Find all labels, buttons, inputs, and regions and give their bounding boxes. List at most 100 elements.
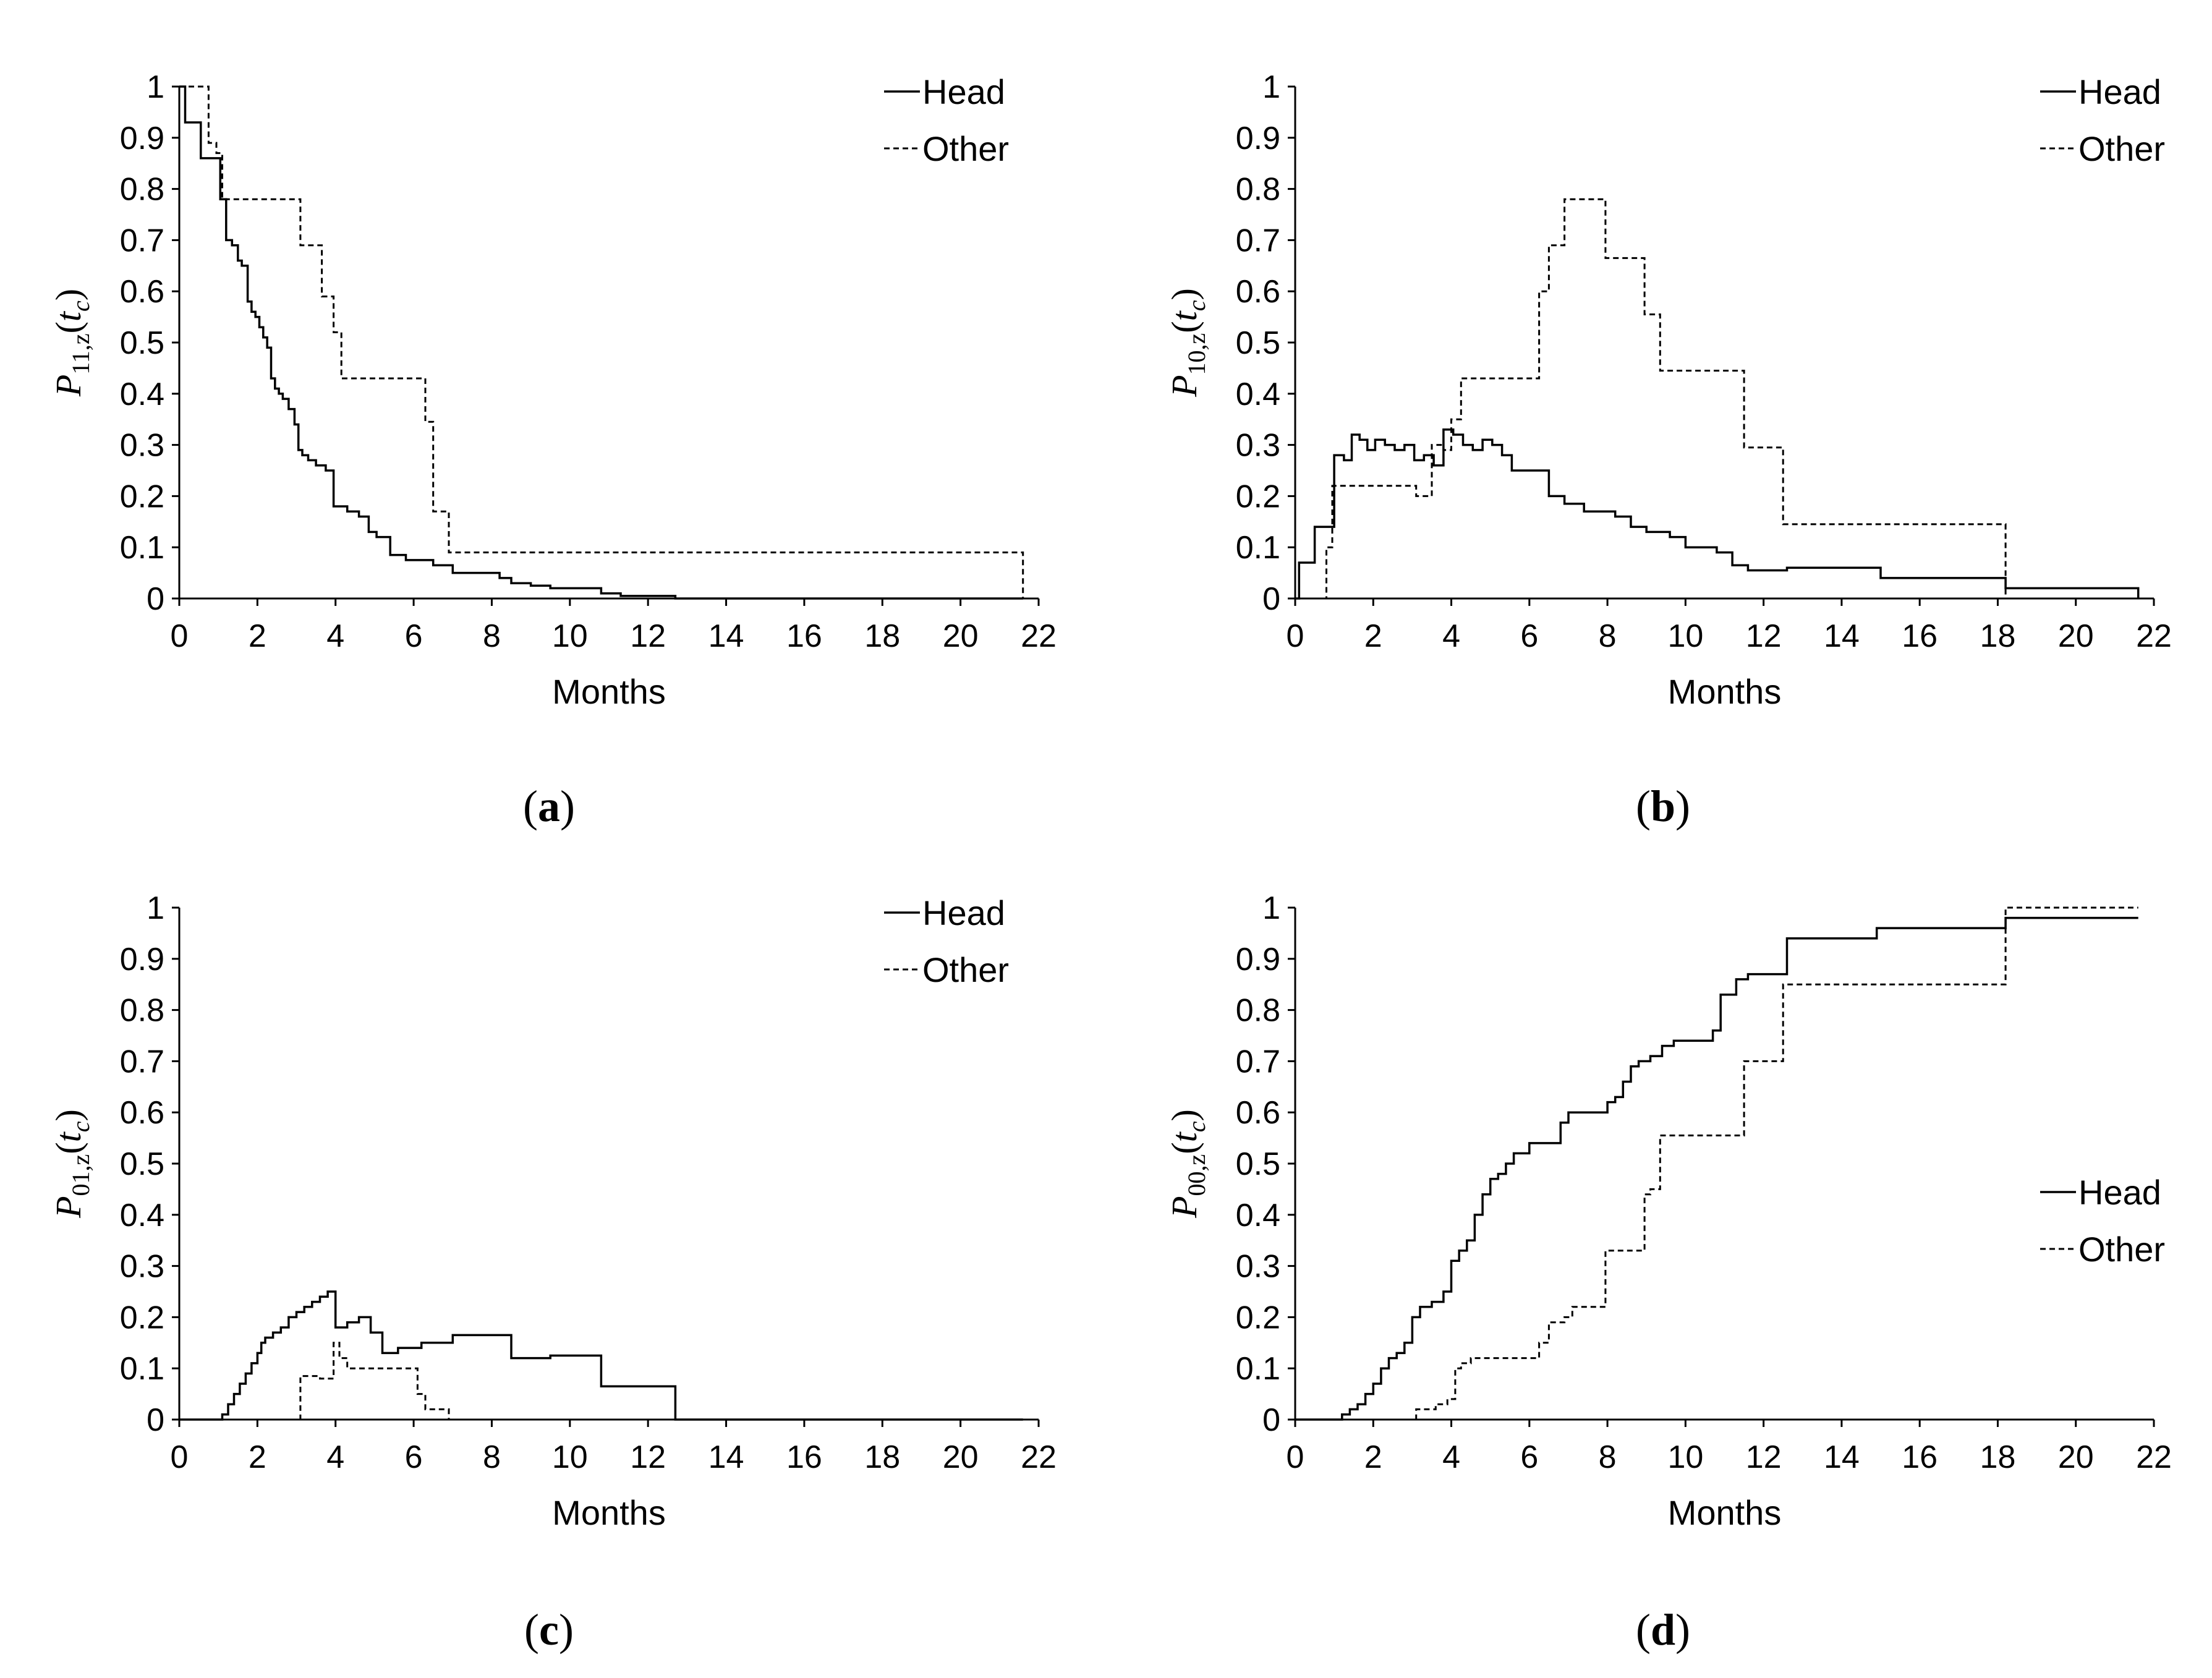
panel-a-y-tick-label: 0.3 <box>120 428 164 464</box>
panel-b-series-head <box>1295 428 2140 600</box>
panel-d-x-tick-label: 4 <box>1442 1439 1460 1475</box>
panel-d-y-tick-label: 0.7 <box>1236 1044 1280 1080</box>
panel-c-x-tick-label: 4 <box>326 1439 344 1475</box>
panel-b-x-axis-title: Months <box>1668 672 1782 711</box>
panel-c-series-head <box>179 1290 1023 1421</box>
panel-b-y-tick-label: 0.9 <box>1236 121 1280 156</box>
panel-b-x-tick-label: 0 <box>1287 618 1304 654</box>
panel-d-x-tick-label: 22 <box>2136 1439 2172 1475</box>
panel-c-series-other <box>179 1342 1023 1421</box>
panel-b-x-tick-label: 18 <box>1980 618 2016 654</box>
panel-c-caption: (c) <box>524 1605 574 1655</box>
panel-c-x-tick-label: 12 <box>630 1439 666 1475</box>
panel-a-y-tick-label: 0.1 <box>120 530 164 566</box>
panel-b-x-tick-label: 16 <box>1902 618 1938 654</box>
panel-b-y-tick-label: 0 <box>1262 581 1280 617</box>
panel-a-caption: (a) <box>523 782 575 831</box>
panel-d-y-tick-label: 0.3 <box>1236 1249 1280 1285</box>
panel-b-y-tick-label: 0.3 <box>1236 428 1280 464</box>
panel-a-x-tick-label: 12 <box>630 618 666 654</box>
panel-a-x-tick-label: 16 <box>786 618 822 654</box>
panel-c-x-tick-label: 2 <box>249 1439 266 1475</box>
panel-c-y-tick-label: 0.4 <box>120 1198 164 1233</box>
panel-b-caption: (b) <box>1636 782 1690 831</box>
panel-d-legend-label-other: Other <box>2078 1230 2165 1269</box>
panel-d-x-tick-label: 8 <box>1599 1439 1617 1475</box>
panel-d-caption: (d) <box>1636 1605 1690 1655</box>
panel-c-x-tick-label: 10 <box>552 1439 588 1475</box>
panel-c-y-tick-label: 0.9 <box>120 942 164 977</box>
panel-c-y-tick-label: 1 <box>147 890 164 926</box>
panel-a-series-other <box>179 85 1024 598</box>
panel-d-y-tick-label: 1 <box>1262 890 1280 926</box>
panel-d-y-tick-label: 0.2 <box>1236 1300 1280 1335</box>
panel-a-series-head <box>179 85 1023 600</box>
panel-a-x-tick-label: 2 <box>249 618 266 654</box>
panel-c-x-tick-label: 0 <box>171 1439 189 1475</box>
panel-b-legend-label-other: Other <box>2078 129 2165 168</box>
panel-d-x-tick-label: 16 <box>1902 1439 1938 1475</box>
panel-a-x-tick-label: 6 <box>405 618 423 654</box>
panel-b-x-tick-label: 12 <box>1746 618 1782 654</box>
panel-b-x-tick-label: 2 <box>1364 618 1382 654</box>
panel-c-y-tick-label: 0.2 <box>120 1300 164 1335</box>
panel-c-y-tick-label: 0.8 <box>120 993 164 1029</box>
chart-panel-b: 00.10.20.30.40.50.60.70.80.910 2 4 6 8 10 12 14… <box>1164 69 2172 831</box>
panel-d-x-tick-label: 18 <box>1980 1439 2016 1475</box>
panel-d-x-axis-title: Months <box>1668 1493 1782 1532</box>
panel-c-y-tick-label: 0.6 <box>120 1095 164 1131</box>
panel-b-x-tick-label: 10 <box>1667 618 1703 654</box>
panel-c-x-tick-label: 16 <box>786 1439 822 1475</box>
panel-a-y-axis-title: P11,z(tc) <box>48 289 95 397</box>
panel-a-x-axis-title: Months <box>552 672 666 711</box>
panel-b-series-other <box>1295 198 2138 600</box>
panel-d-x-tick-label: 20 <box>2058 1439 2094 1475</box>
panel-d-y-axis-title: P00,z(tc) <box>1164 1109 1210 1219</box>
panel-d-x-tick-label: 14 <box>1824 1439 1860 1475</box>
panel-b-y-tick-label: 0.4 <box>1236 377 1280 412</box>
panel-b-x-tick-label: 20 <box>2058 618 2094 654</box>
panel-c-x-tick-label: 20 <box>943 1439 979 1475</box>
panel-b-x-tick-label: 4 <box>1442 618 1460 654</box>
panel-c-legend-label-other: Other <box>922 950 1009 989</box>
panel-a-y-tick-label: 0.9 <box>120 121 164 156</box>
chart-panel-c: 00.10.20.30.40.50.60.70.80.910 2 4 6 8 10 12 14… <box>48 890 1057 1655</box>
panel-a-x-tick-label: 20 <box>943 618 979 654</box>
panel-a-y-tick-label: 0.7 <box>120 223 164 258</box>
panel-d-x-tick-label: 0 <box>1287 1439 1304 1475</box>
panel-a-x-tick-label: 0 <box>171 618 189 654</box>
panel-d-x-tick-label: 2 <box>1364 1439 1382 1475</box>
panel-b-y-tick-label: 0.2 <box>1236 479 1280 514</box>
panel-c-x-tick-label: 22 <box>1021 1439 1057 1475</box>
panel-a-y-tick-label: 0.6 <box>120 274 164 310</box>
panel-c-y-tick-label: 0.1 <box>120 1351 164 1387</box>
panel-d-series-head <box>1295 916 2138 1421</box>
panel-b-y-tick-label: 0.8 <box>1236 172 1280 208</box>
panel-b-x-tick-label: 22 <box>2136 618 2172 654</box>
panel-a-x-tick-label: 4 <box>326 618 344 654</box>
panel-d-y-tick-label: 0.4 <box>1236 1198 1280 1233</box>
panel-a-legend-label-head: Head <box>922 72 1005 111</box>
panel-c-x-axis-title: Months <box>552 1493 666 1532</box>
panel-b-x-tick-label: 6 <box>1520 618 1538 654</box>
panel-d-x-tick-label: 10 <box>1667 1439 1703 1475</box>
panel-c-x-tick-label: 6 <box>405 1439 423 1475</box>
panel-a-y-tick-label: 1 <box>147 69 164 105</box>
chart-panel-a: 00.10.20.30.40.50.60.70.80.910 2 4 6 8 10 12 14… <box>48 69 1057 831</box>
panel-a-x-tick-label: 10 <box>552 618 588 654</box>
panel-b-legend-label-head: Head <box>2078 72 2161 111</box>
chart-panel-d: 00.10.20.30.40.50.60.70.80.910 2 4 6 8 10 12 14… <box>1164 890 2172 1655</box>
panel-a-legend-label-other: Other <box>922 129 1009 168</box>
panel-a-x-tick-label: 14 <box>708 618 744 654</box>
panel-c-y-axis-title: P01,z(tc) <box>48 1109 95 1219</box>
panel-b-y-tick-label: 0.7 <box>1236 223 1280 258</box>
panel-b-y-tick-label: 0.6 <box>1236 274 1280 310</box>
panel-d-series-other <box>1295 906 2138 1421</box>
panel-b-y-axis-title: P10,z(tc) <box>1164 288 1210 398</box>
panel-b-y-tick-label: 0.1 <box>1236 530 1280 566</box>
panel-c-legend-label-head: Head <box>922 893 1005 932</box>
panel-d-y-tick-label: 0.8 <box>1236 993 1280 1029</box>
panel-d-y-tick-label: 0.5 <box>1236 1146 1280 1182</box>
panel-a-y-tick-label: 0.8 <box>120 172 164 208</box>
